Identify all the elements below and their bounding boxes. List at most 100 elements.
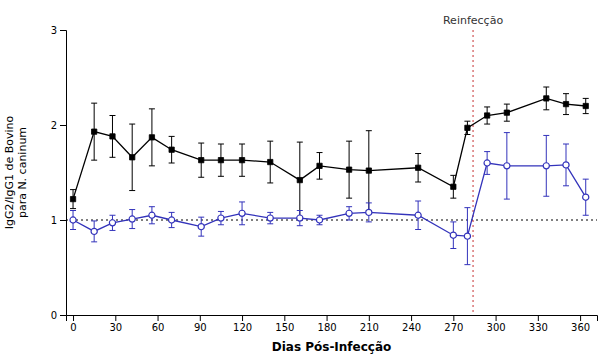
error-cap	[70, 189, 76, 190]
annotation: Reinfecção	[443, 14, 503, 27]
point	[484, 113, 489, 118]
error-bar	[267, 141, 273, 183]
x-axis: 0306090120150180210240270300330360	[67, 315, 598, 333]
error-bar	[366, 203, 372, 222]
y-axis-title-line: para N. caninum	[16, 127, 29, 218]
error-bar	[317, 215, 323, 225]
error-cap	[198, 236, 204, 237]
error-cap	[583, 215, 589, 216]
error-bar	[484, 107, 490, 124]
tick: 3	[51, 25, 66, 36]
error-cap	[583, 179, 589, 180]
point	[297, 177, 302, 182]
point	[129, 216, 135, 222]
error-cap	[129, 228, 135, 229]
error-bar	[415, 201, 421, 230]
error-cap	[484, 151, 490, 152]
error-cap	[543, 109, 549, 110]
y-axis-title: IgG2/IgG1 de Bovinopara N. caninum	[3, 115, 29, 229]
tick: 330	[529, 315, 548, 333]
point	[450, 232, 456, 238]
error-cap	[366, 221, 372, 222]
error-bar	[297, 211, 303, 226]
tick-label: 3	[51, 25, 57, 36]
point	[268, 159, 273, 164]
tick-mark	[60, 125, 66, 126]
error-cap	[239, 224, 245, 225]
error-cap	[563, 185, 569, 186]
error-cap	[346, 220, 352, 221]
error-bar	[149, 109, 155, 166]
tick-mark	[115, 315, 116, 321]
error-cap	[129, 190, 135, 191]
error-bar	[239, 202, 245, 225]
point	[267, 215, 273, 221]
error-bar	[484, 152, 490, 175]
error-cap	[484, 174, 490, 175]
point	[346, 210, 352, 216]
error-cap	[464, 207, 470, 208]
tick-label: 270	[444, 322, 463, 333]
tick-label: 1	[51, 215, 57, 226]
error-cap	[149, 223, 155, 224]
point	[563, 162, 569, 168]
tick: 180	[318, 315, 337, 333]
line	[73, 98, 586, 199]
error-cap	[149, 108, 155, 109]
reference-line-h	[66, 219, 597, 220]
error-cap	[91, 241, 97, 242]
tick-label: 120	[233, 322, 252, 333]
point	[130, 155, 135, 160]
tick: 2	[51, 120, 66, 131]
error-cap	[297, 210, 303, 211]
error-cap	[317, 179, 323, 180]
point	[199, 158, 204, 163]
error-cap	[346, 206, 352, 207]
error-bar	[504, 133, 510, 200]
error-cap	[366, 130, 372, 131]
error-cap	[504, 121, 510, 122]
tick-mark	[369, 315, 370, 321]
error-cap	[70, 210, 76, 211]
error-cap	[129, 209, 135, 210]
error-cap	[70, 208, 76, 209]
tick: 60	[152, 315, 165, 333]
error-bar	[450, 222, 456, 249]
point	[583, 194, 589, 200]
point	[297, 215, 303, 221]
error-cap	[464, 264, 470, 265]
error-cap	[450, 248, 456, 249]
error-bar	[297, 142, 303, 218]
tick-mark	[327, 315, 328, 321]
error-cap	[267, 141, 273, 142]
point	[218, 158, 223, 163]
error-cap	[91, 103, 97, 104]
error-bar	[70, 211, 76, 230]
error-bar	[450, 175, 456, 198]
tick: 240	[402, 315, 421, 333]
error-cap	[543, 135, 549, 136]
error-bar	[267, 212, 273, 223]
marks	[66, 30, 597, 315]
error-cap	[169, 136, 175, 137]
error-cap	[450, 221, 456, 222]
tick: 120	[233, 315, 252, 333]
axis-line	[60, 31, 67, 316]
point	[110, 134, 115, 139]
error-bar	[346, 141, 352, 198]
error-bar	[504, 104, 510, 121]
point	[415, 165, 420, 170]
tick-mark	[453, 315, 454, 321]
point	[109, 220, 115, 226]
error-bar	[91, 103, 97, 160]
point	[366, 209, 372, 215]
error-cap	[297, 225, 303, 226]
error-cap	[450, 198, 456, 199]
point	[198, 224, 204, 230]
error-cap	[239, 176, 245, 177]
error-bar	[149, 207, 155, 224]
point	[91, 228, 97, 234]
error-cap	[218, 224, 224, 225]
tick-mark	[284, 315, 285, 321]
tick: 0	[51, 310, 66, 321]
